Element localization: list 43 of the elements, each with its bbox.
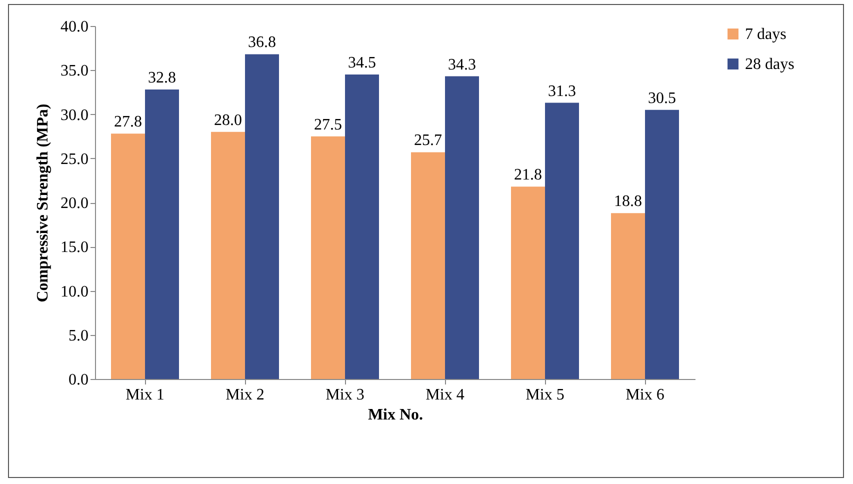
y-tick-label: 15.0 (60, 239, 88, 256)
data-label: 36.8 (248, 34, 276, 52)
bar (211, 132, 245, 379)
bar (411, 152, 445, 379)
bar (145, 90, 179, 379)
bar (611, 213, 645, 379)
y-tick-label: 30.0 (60, 106, 88, 124)
y-tick-label: 40.0 (60, 18, 88, 36)
x-tick-label: Mix 6 (626, 386, 664, 404)
x-tick-label: Mix 3 (326, 386, 364, 404)
data-label: 34.3 (448, 56, 476, 74)
bar (545, 102, 579, 379)
legend-label: 28 days (745, 56, 794, 73)
data-label: 25.7 (414, 132, 442, 150)
y-tick-label: 0.0 (68, 372, 88, 388)
data-label: 21.8 (514, 166, 542, 184)
x-axis-title: Mix No. (368, 406, 424, 424)
x-tick-label: Mix 2 (226, 386, 264, 404)
y-tick-label: 25.0 (60, 150, 88, 168)
data-label: 28.0 (214, 112, 242, 129)
bar (345, 74, 379, 379)
data-label: 30.5 (648, 90, 676, 107)
y-axis-title: Compressive Strength (MPa) (34, 104, 52, 302)
data-label: 18.8 (614, 193, 642, 210)
bar (245, 54, 279, 379)
x-tick-label: Mix 4 (426, 386, 464, 404)
bar (645, 110, 679, 379)
y-tick-label: 20.0 (60, 195, 88, 212)
y-tick-label: 35.0 (60, 62, 88, 80)
x-tick-label: Mix 1 (126, 386, 164, 404)
legend-label: 7 days (745, 26, 786, 43)
bar (111, 134, 145, 379)
bar (311, 136, 345, 379)
data-label: 27.8 (114, 114, 142, 131)
data-label: 31.3 (548, 82, 576, 100)
bar (445, 76, 479, 379)
x-tick-label: Mix 5 (526, 386, 564, 404)
data-label: 32.8 (148, 70, 176, 87)
y-tick-label: 5.0 (68, 327, 88, 344)
data-label: 34.5 (348, 54, 376, 72)
bar (511, 186, 545, 379)
y-tick-label: 10.0 (60, 283, 88, 300)
data-label: 27.5 (314, 116, 342, 134)
